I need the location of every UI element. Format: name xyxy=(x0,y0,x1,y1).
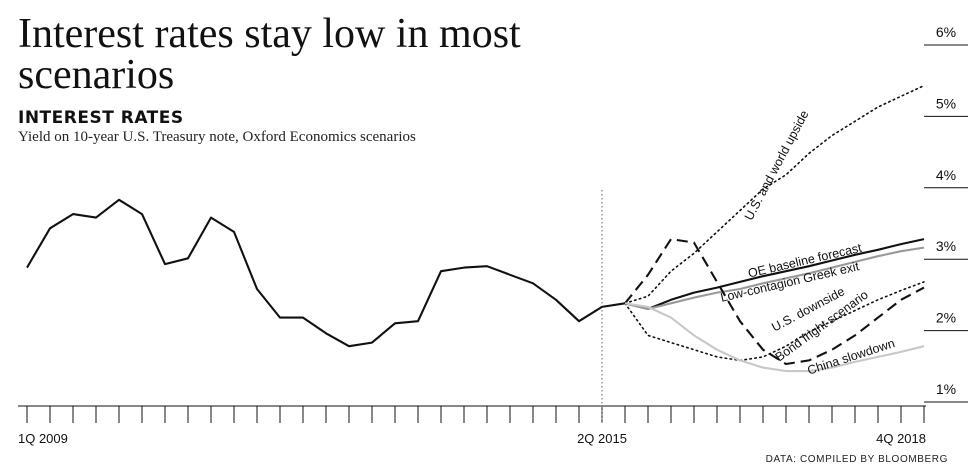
series-line-u-s-and-world-upside xyxy=(624,84,925,305)
y-tick-label: 3% xyxy=(936,238,956,254)
y-tick-label: 1% xyxy=(936,381,956,397)
series-line-u-s-downside xyxy=(624,281,925,362)
y-tick-label: 4% xyxy=(936,167,956,183)
y-tick-label: 5% xyxy=(936,95,956,111)
chart-subtitle: INTEREST RATES xyxy=(18,108,184,128)
series-line-history xyxy=(26,198,626,348)
x-tick-label: 2Q 2015 xyxy=(577,431,627,446)
x-tick-label: 4Q 2018 xyxy=(876,431,926,446)
x-tick-label: 1Q 2009 xyxy=(18,431,68,446)
series-line-china-slowdown xyxy=(624,302,925,373)
chart-caption: Yield on 10-year U.S. Treasury note, Oxf… xyxy=(18,129,416,145)
source-note: DATA: COMPILED BY BLOOMBERG xyxy=(765,454,948,465)
y-tick-label: 2% xyxy=(936,310,956,326)
series-line-low-contagion-greek-exit xyxy=(624,246,925,311)
y-tick-label: 6% xyxy=(936,24,956,40)
chart-title: Interest rates stay low in most scenario… xyxy=(18,11,521,98)
series-label-u-s-and-world-upside: U.S. and world upside xyxy=(742,108,812,223)
series-line-oe-baseline-forecast xyxy=(624,238,925,311)
series-line-bond-fright-scenario xyxy=(624,238,925,366)
